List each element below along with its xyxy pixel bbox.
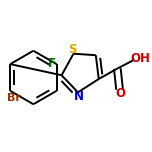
Text: N: N bbox=[74, 90, 84, 103]
Text: S: S bbox=[68, 43, 76, 56]
Text: OH: OH bbox=[130, 52, 150, 65]
Text: O: O bbox=[115, 88, 125, 100]
Text: Br: Br bbox=[7, 93, 21, 103]
Text: F: F bbox=[48, 57, 56, 70]
